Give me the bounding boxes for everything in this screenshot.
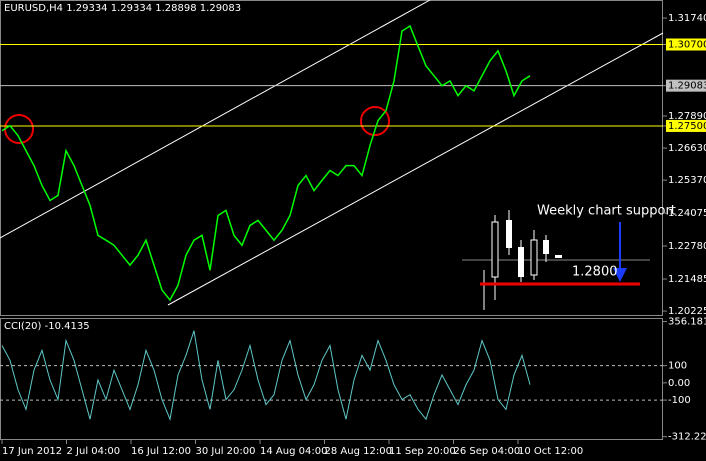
x-tick-label: 28 Aug 12:00 (325, 446, 392, 457)
candle (543, 240, 549, 254)
candle (555, 255, 562, 258)
y-tick-label: 0.00 (668, 378, 690, 389)
weekly-inset: Weekly chart support 1.2800 (462, 204, 676, 310)
candle (530, 239, 538, 276)
y-tick-label: 1.21485 (668, 274, 706, 285)
tick-label-box (666, 119, 706, 132)
y-tick-label: 1.25370 (668, 175, 706, 186)
x-tick-label: 26 Sep 04:00 (454, 446, 521, 457)
annotation: Weekly chart support (537, 204, 676, 219)
annotation: 1.2800 (572, 265, 618, 280)
x-tick-label: 14 Aug 04:00 (260, 446, 327, 457)
x-tick-label: 10 Oct 12:00 (518, 446, 583, 457)
y-tick-label: 1.27890 (668, 111, 706, 122)
cci-panel (0, 318, 663, 440)
y-tick-label: 1.20225 (668, 306, 706, 317)
data-line (1, 330, 531, 421)
tick-label-box (666, 79, 706, 92)
x-tick-label: 30 Jul 20:00 (196, 446, 256, 457)
tick-label-box (666, 38, 706, 51)
y-tick-label: 1.29083 (668, 81, 706, 92)
y-tick-label: -312.221 (668, 432, 706, 443)
x-tick-label: 17 Jun 2012 (2, 446, 62, 457)
arrow-head (613, 268, 627, 282)
y-tick-label: 1.27500 (668, 121, 706, 132)
trendline (0, 0, 431, 239)
candle (506, 220, 512, 248)
x-tick-label: 16 Jul 12:00 (131, 446, 191, 457)
candle (491, 221, 499, 278)
y-tick-label: 100 (668, 361, 687, 372)
highlight-circle (360, 106, 390, 136)
trendline (167, 32, 664, 306)
x-tick-label: 2 Jul 04:00 (67, 446, 121, 457)
y-tick-label: -100 (668, 395, 691, 406)
y-tick-label: 356.181 (668, 317, 706, 328)
x-tick-label: 11 Sep 20:00 (389, 446, 456, 457)
indicator-title: CCI(20) -10.4135 (4, 321, 90, 332)
data-line (1, 24, 531, 302)
y-tick-label: 1.31740 (668, 13, 706, 24)
y-tick-label: 1.26630 (668, 143, 706, 154)
chart-title: EURUSD,H4 1.29334 1.29334 1.28898 1.2908… (4, 3, 241, 14)
candle (518, 247, 524, 277)
y-tick-label: 1.22780 (668, 241, 706, 252)
y-tick-label: 1.24075 (668, 208, 706, 219)
y-tick-label: 1.30700 (668, 40, 706, 51)
price-panel (0, 0, 663, 316)
